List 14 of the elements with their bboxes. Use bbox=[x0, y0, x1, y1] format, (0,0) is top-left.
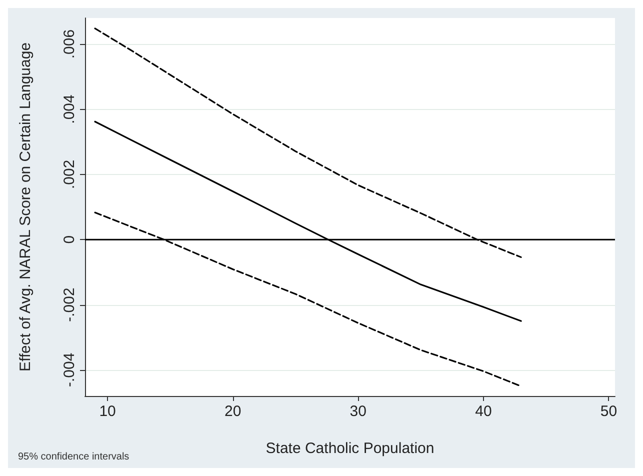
x-tick-label: 40 bbox=[475, 403, 492, 420]
y-tick-label: -.004 bbox=[61, 352, 78, 388]
y-axis-title: Effect of Avg. NARAL Score on Certain Language bbox=[17, 42, 34, 372]
y-tick-label: .004 bbox=[61, 94, 78, 124]
x-axis-title: State Catholic Population bbox=[266, 440, 434, 457]
y-tick-label: .002 bbox=[61, 160, 78, 190]
y-tick-label: -.002 bbox=[61, 288, 78, 322]
x-tick-label: 10 bbox=[99, 403, 116, 420]
y-tick-label: .006 bbox=[61, 29, 78, 59]
x-tick-label: 30 bbox=[350, 403, 366, 420]
y-tick-label: 0 bbox=[61, 235, 78, 244]
text: 95% confidence intervals bbox=[18, 452, 130, 462]
x-tick-label: 20 bbox=[224, 403, 242, 420]
x-tick-label: 50 bbox=[600, 403, 618, 420]
